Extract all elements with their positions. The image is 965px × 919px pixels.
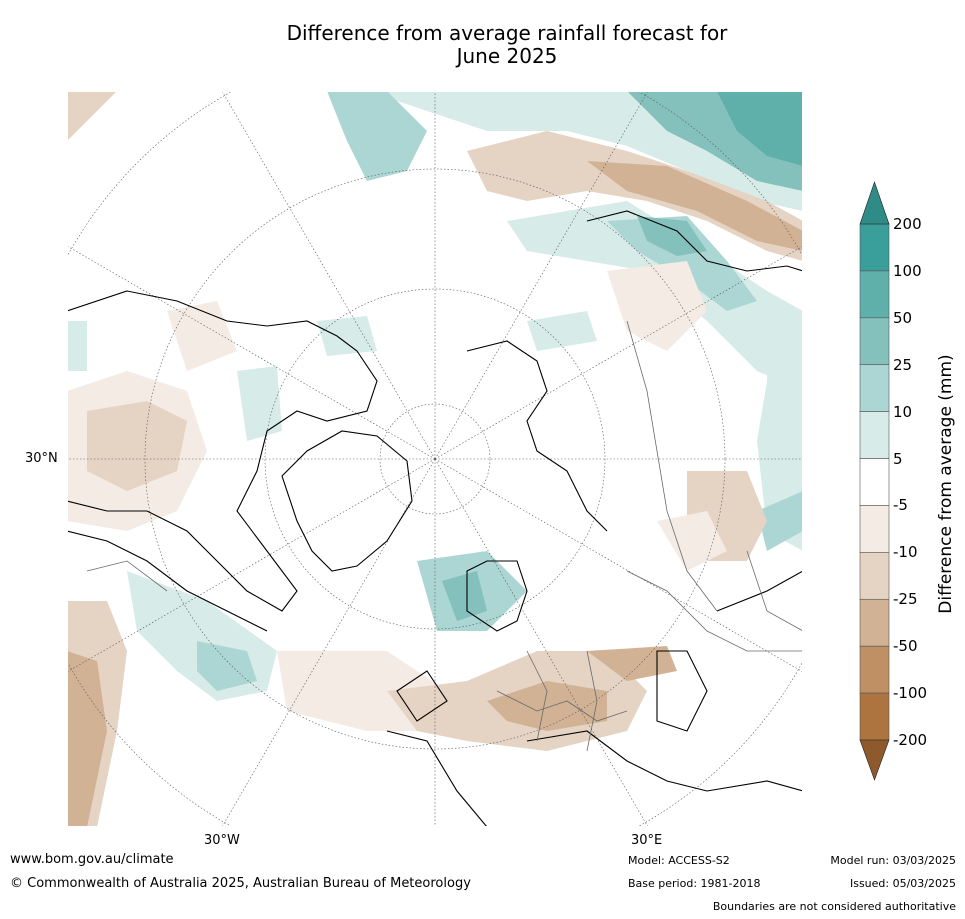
central-asia-coast xyxy=(716,570,803,612)
country-borders xyxy=(86,320,803,752)
siberia-coast xyxy=(586,210,803,272)
legend-tick-label: -50 xyxy=(893,637,918,656)
legend-tick-label: -200 xyxy=(893,731,928,749)
legend-tick-label: 5 xyxy=(893,449,903,468)
north-america-coast xyxy=(67,290,378,612)
legend-tick-label: 200 xyxy=(893,215,922,233)
scandinavia-coast xyxy=(466,560,528,632)
british-isles-coast xyxy=(396,670,448,722)
legend-extend-min-arrow xyxy=(859,739,890,781)
copyright-text: © Commonwealth of Australia 2025, Austra… xyxy=(10,876,471,891)
rainfall-anomaly-map xyxy=(67,91,803,827)
model-text: Model: ACCESS-S2 xyxy=(628,854,730,867)
legend-segment xyxy=(859,505,890,553)
dry-anomaly-regions xyxy=(67,91,803,827)
black-sea-coast xyxy=(656,650,708,732)
legend-segment xyxy=(859,645,890,694)
legend-tick-label: -25 xyxy=(893,590,918,609)
greenland-coast xyxy=(281,430,413,572)
title-line-2: June 2025 xyxy=(456,44,558,68)
chart-title: Difference from average rainfall forecas… xyxy=(0,22,965,68)
mediterranean-coast xyxy=(526,730,803,792)
legend-tick-label: 100 xyxy=(893,261,922,280)
legend-segment xyxy=(859,458,890,506)
america-east-coast xyxy=(67,530,268,632)
legend-tick-label: 25 xyxy=(893,355,913,374)
legend-title: Difference from average (mm) xyxy=(936,354,956,614)
issued-text: Issued: 05/03/2025 xyxy=(849,877,956,890)
legend-segment xyxy=(859,270,890,319)
eurasia-arctic-coast xyxy=(466,340,608,532)
legend-segment xyxy=(859,598,890,647)
legend-colorbar xyxy=(859,181,890,781)
legend-segment xyxy=(859,552,890,600)
graticule xyxy=(67,91,803,827)
coastlines xyxy=(67,210,803,827)
lon-30w-label: 30°W xyxy=(204,833,240,848)
legend-extend-max-arrow xyxy=(859,181,890,225)
legend-tick-label: -10 xyxy=(893,543,918,562)
legend-tick-label: 10 xyxy=(893,402,913,421)
legend-segment xyxy=(859,411,890,459)
legend-segment xyxy=(859,223,890,272)
legend-segment xyxy=(859,692,890,741)
legend-segment xyxy=(859,317,890,366)
legend-segment xyxy=(859,364,890,412)
disclaimer-text: Boundaries are not considered authoritat… xyxy=(712,900,956,913)
legend-tick-label: 50 xyxy=(893,308,913,327)
legend-tick-label: -5 xyxy=(893,496,908,515)
website-link[interactable]: www.bom.gov.au/climate xyxy=(10,852,174,867)
title-line-1: Difference from average rainfall forecas… xyxy=(286,21,728,45)
base-period-text: Base period: 1981-2018 xyxy=(628,877,761,890)
lon-30e-label: 30°E xyxy=(631,833,663,848)
model-run-text: Model run: 03/03/2025 xyxy=(830,854,956,867)
lat-30n-label: 30°N xyxy=(25,451,58,466)
legend-tick-label: -100 xyxy=(893,684,928,703)
wet-anomaly-regions xyxy=(67,91,803,701)
western-europe-coast xyxy=(386,730,488,827)
legend-segments xyxy=(859,223,890,741)
